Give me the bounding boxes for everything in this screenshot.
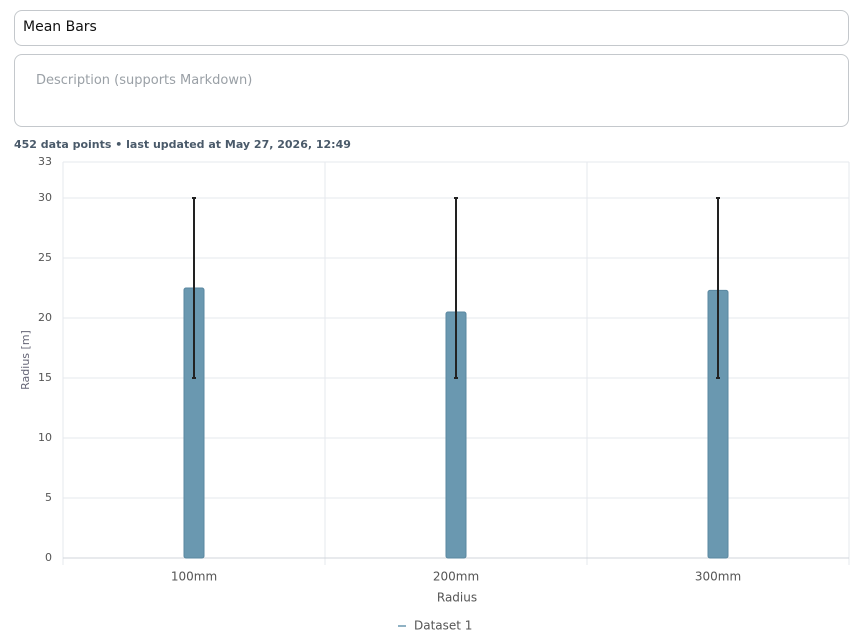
x-tick-label: 100mm — [171, 570, 217, 584]
description-input[interactable]: Description (supports Markdown) — [14, 54, 849, 127]
x-axis-label: Radius — [437, 591, 477, 605]
x-tick-label: 300mm — [695, 570, 741, 584]
y-tick-label: 33 — [38, 155, 52, 168]
y-tick-label: 25 — [38, 251, 52, 264]
y-tick-label: 20 — [38, 311, 52, 324]
x-tick-label: 200mm — [433, 570, 479, 584]
y-axis-label: Radius [m] — [19, 330, 32, 390]
y-tick-label: 15 — [38, 371, 52, 384]
y-tick-label: 0 — [45, 551, 52, 564]
y-tick-label: 30 — [38, 191, 52, 204]
legend-label: Dataset 1 — [414, 619, 472, 633]
y-tick-label: 5 — [45, 491, 52, 504]
meta-info: 452 data points • last updated at May 27… — [14, 138, 351, 151]
title-input[interactable]: Mean Bars — [14, 10, 849, 46]
y-tick-label: 10 — [38, 431, 52, 444]
